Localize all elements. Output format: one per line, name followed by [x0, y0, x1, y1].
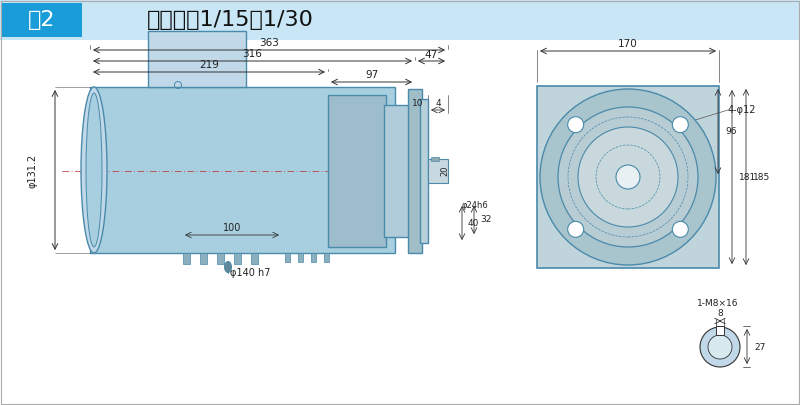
Bar	[311, 253, 316, 262]
Bar	[328, 95, 386, 247]
Circle shape	[700, 327, 740, 367]
Text: 32: 32	[480, 215, 491, 224]
Text: φ24h6: φ24h6	[462, 200, 489, 209]
Text: 316: 316	[242, 49, 262, 59]
Circle shape	[708, 335, 732, 359]
Bar	[285, 253, 290, 262]
Text: 363: 363	[259, 38, 279, 48]
Bar	[251, 253, 258, 264]
Text: 96: 96	[725, 126, 737, 136]
Text: 170: 170	[618, 39, 638, 49]
Text: 10: 10	[412, 100, 424, 109]
Circle shape	[672, 221, 688, 237]
Bar	[324, 253, 329, 262]
Bar	[200, 253, 207, 264]
Ellipse shape	[86, 93, 102, 247]
Text: φ131.2: φ131.2	[27, 154, 37, 188]
Text: 219: 219	[199, 60, 219, 70]
Bar	[234, 253, 241, 264]
Text: 97: 97	[365, 70, 378, 80]
Bar	[428, 159, 448, 183]
Bar	[90, 87, 395, 253]
Ellipse shape	[81, 87, 107, 253]
Circle shape	[540, 89, 716, 265]
Text: 4-φ12: 4-φ12	[728, 105, 757, 115]
Bar	[148, 31, 246, 87]
Text: 181: 181	[739, 173, 756, 181]
Bar	[0, 0, 800, 40]
Bar	[298, 253, 303, 262]
Text: 減速比　1/15～1/30: 減速比 1/15～1/30	[146, 10, 314, 30]
Bar	[716, 326, 724, 335]
Text: 20: 20	[440, 166, 449, 176]
Bar	[420, 99, 428, 243]
Circle shape	[616, 165, 640, 189]
Circle shape	[558, 107, 698, 247]
Text: 47: 47	[425, 50, 438, 60]
Circle shape	[672, 117, 688, 133]
Text: 1-M8×16: 1-M8×16	[698, 300, 738, 309]
Circle shape	[578, 127, 678, 227]
Bar	[183, 253, 190, 264]
Circle shape	[568, 117, 584, 133]
Bar	[2, 3, 82, 37]
Text: φ140 h7: φ140 h7	[230, 268, 270, 278]
Text: 27: 27	[754, 343, 766, 352]
Bar	[537, 86, 719, 268]
Circle shape	[568, 221, 584, 237]
Bar	[431, 157, 439, 161]
Text: 40: 40	[468, 219, 479, 228]
Ellipse shape	[225, 262, 231, 273]
Text: 図2: 図2	[28, 10, 56, 30]
Bar	[384, 105, 412, 237]
Text: 4: 4	[435, 100, 441, 109]
Bar	[408, 89, 422, 253]
Text: 185: 185	[753, 173, 770, 181]
Text: 100: 100	[223, 223, 241, 233]
Bar	[217, 253, 224, 264]
Text: 8: 8	[717, 309, 723, 318]
